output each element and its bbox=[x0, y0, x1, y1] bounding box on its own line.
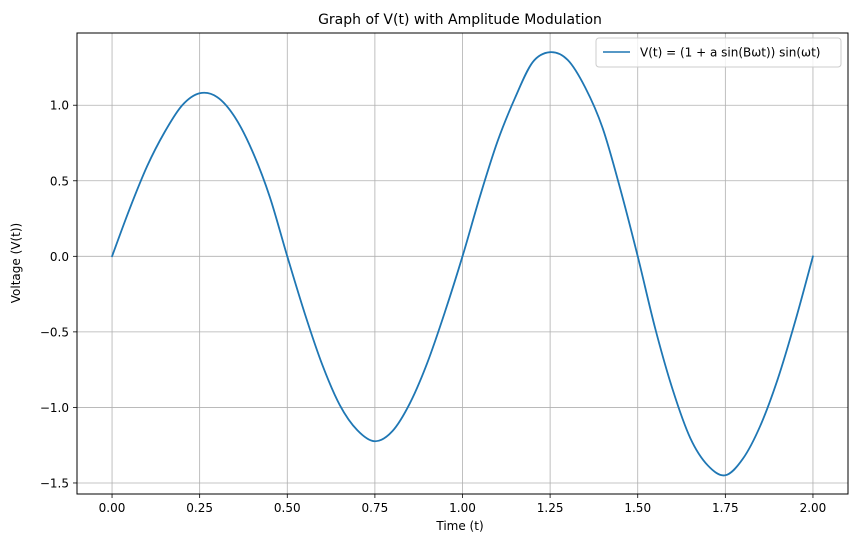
x-tick-label: 1.50 bbox=[624, 501, 651, 515]
x-tick-label: 1.00 bbox=[449, 501, 476, 515]
y-tick-label: 0.0 bbox=[50, 250, 69, 264]
series-layer bbox=[111, 51, 814, 477]
x-axis-ticks: 0.00 0.25 0.50 0.75 1.00 1.25 1.50 1.75 2.00 bbox=[99, 494, 827, 515]
y-axis-label: Voltage (V(t)) bbox=[9, 223, 23, 303]
legend-label: V(t) = (1 + a sin(Bωt)) sin(ωt) bbox=[640, 46, 820, 60]
x-tick-label: 2.00 bbox=[800, 501, 827, 515]
x-tick-label: 0.00 bbox=[99, 501, 126, 515]
x-tick-label: 0.75 bbox=[362, 501, 389, 515]
x-tick-label: 0.25 bbox=[186, 501, 213, 515]
y-tick-label: −1.5 bbox=[40, 476, 69, 490]
y-tick-label: 0.5 bbox=[50, 174, 69, 188]
x-tick-label: 0.50 bbox=[274, 501, 301, 515]
y-tick-label: 1.0 bbox=[50, 99, 69, 113]
legend: V(t) = (1 + a sin(Bωt)) sin(ωt) bbox=[595, 37, 842, 68]
y-tick-label: −0.5 bbox=[40, 325, 69, 339]
chart-title: Graph of V(t) with Amplitude Modulation bbox=[318, 12, 602, 28]
legend-box bbox=[595, 37, 842, 68]
x-tick-label: 1.25 bbox=[537, 501, 564, 515]
y-axis-ticks: −1.5 −1.0 −0.5 0.0 0.5 1.0 bbox=[40, 99, 77, 490]
x-axis-label: Time (t) bbox=[435, 519, 483, 533]
x-tick-label: 1.75 bbox=[712, 501, 739, 515]
y-tick-label: −1.0 bbox=[40, 401, 69, 415]
series-line bbox=[111, 51, 814, 477]
